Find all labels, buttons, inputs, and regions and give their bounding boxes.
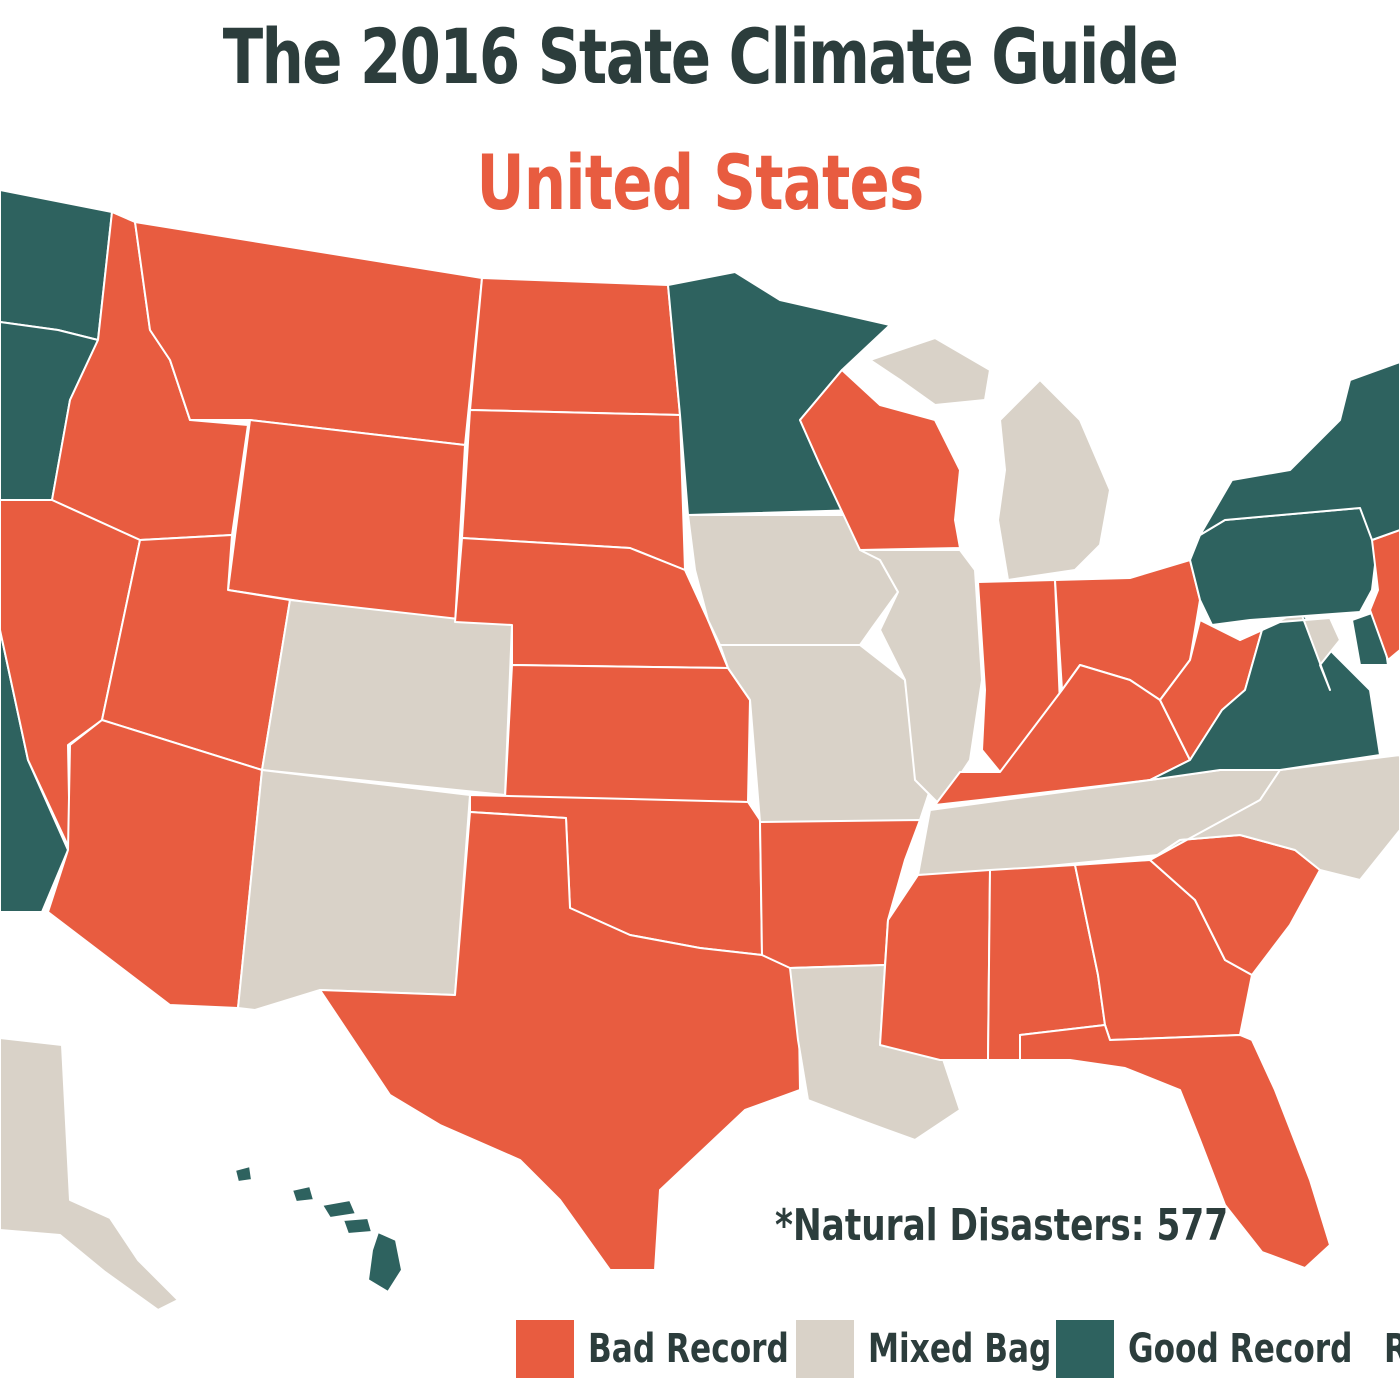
state-WY[interactable] (227, 419, 466, 626)
legend-swatch-good (1056, 1320, 1114, 1378)
page-title: The 2016 State Climate Guide (222, 12, 1179, 101)
legend-label-cut: R (1384, 1326, 1400, 1372)
state-NM[interactable] (237, 769, 471, 1011)
state-AZ[interactable] (47, 719, 263, 1009)
state-NC[interactable] (1149, 754, 1400, 881)
legend-label-mixed: Mixed Bag (868, 1326, 1052, 1372)
state-CO[interactable] (261, 599, 513, 796)
natural-disasters-note: *Natural Disasters: 577 (775, 1200, 1229, 1251)
state-AK[interactable] (0, 1037, 179, 1311)
state-NY[interactable] (1199, 361, 1400, 541)
state-MI[interactable] (869, 337, 1111, 581)
state-WI[interactable] (799, 369, 961, 551)
state-PA[interactable] (1189, 507, 1379, 626)
state-KS[interactable] (504, 664, 751, 803)
state-NJ[interactable] (1369, 529, 1400, 661)
state-MO[interactable] (719, 644, 931, 826)
legend-label-bad: Bad Record (588, 1326, 789, 1372)
state-FL[interactable] (1019, 1024, 1331, 1269)
state-NV[interactable] (0, 499, 141, 851)
state-WA[interactable] (0, 189, 113, 341)
legend-swatch-bad (516, 1320, 574, 1378)
state-MS[interactable] (879, 869, 991, 1061)
legend-label-good: Good Record (1128, 1326, 1353, 1372)
state-MD[interactable] (1239, 609, 1341, 691)
state-ND[interactable] (469, 277, 681, 416)
legend: Bad Record Mixed Bag Good Record R (0, 1320, 1400, 1390)
state-KY[interactable] (934, 664, 1191, 806)
state-HI[interactable] (234, 1165, 403, 1293)
state-MT[interactable] (134, 221, 483, 446)
state-TX[interactable] (319, 811, 801, 1271)
legend-swatch-mixed (796, 1320, 854, 1378)
page-subtitle: United States (476, 138, 924, 227)
state-IL[interactable] (859, 549, 983, 806)
